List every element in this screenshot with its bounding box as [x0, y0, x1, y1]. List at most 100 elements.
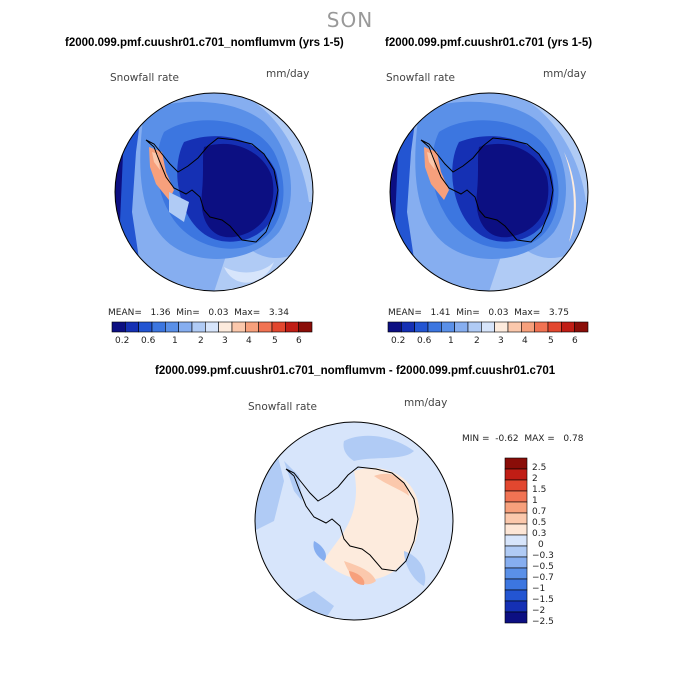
panel-2-mean-label: MEAN=: [388, 308, 422, 318]
panel-3-units-label: mm/day: [404, 397, 448, 409]
panel-3-colorbar-ticks: 2.5 2 1.5 1 0.7 0.5 0.3 0 −0.3 −0.5 −0.7…: [532, 458, 592, 628]
panel-3-variable-label: Snowfall rate: [248, 401, 317, 413]
colorbar-swatch: [401, 321, 415, 333]
panel-1-title: f2000.099.pmf.cuushr01.c701_nomflumvm (y…: [65, 37, 344, 49]
panel-2-max-value: 3.75: [548, 308, 569, 318]
colorbar-swatch: [507, 321, 522, 333]
colorbar-swatch: [218, 321, 233, 333]
colorbar-swatch: [454, 321, 469, 333]
panel-3-title: f2000.099.pmf.cuushr01.c701_nomflumvm - …: [155, 365, 556, 377]
colorbar-swatch: [125, 321, 139, 333]
panel-1-max-label: Max=: [234, 308, 261, 318]
panel-1-tick-6: 6: [296, 336, 302, 346]
panel-2-colorbar: [387, 321, 589, 333]
panel-2-variable-label: Snowfall rate: [386, 72, 455, 84]
colorbar-swatch: [504, 534, 528, 547]
colorbar-swatch: [504, 567, 528, 580]
colorbar-swatch: [467, 321, 482, 333]
colorbar-swatch: [504, 512, 528, 525]
colorbar-swatch: [271, 321, 286, 333]
colorbar-swatch: [151, 321, 166, 333]
colorbar-swatch: [504, 501, 528, 514]
colorbar-swatch: [521, 321, 535, 333]
panel-1-min-value: 0.03: [208, 308, 229, 318]
colorbar-swatch: [258, 321, 273, 333]
panel-3-tick-2: 2: [532, 474, 538, 484]
panel-1-tick-0.2: 0.2: [115, 336, 130, 346]
colorbar-swatch: [111, 321, 126, 333]
colorbar-swatch: [504, 611, 528, 624]
colorbar-swatch: [441, 321, 455, 333]
colorbar-swatch: [574, 321, 589, 333]
colorbar-swatch: [285, 321, 299, 333]
panel-2-max-label: Max=: [514, 308, 541, 318]
colorbar-swatch: [414, 321, 429, 333]
panel-3-tick-neg-2.5: −2.5: [532, 617, 554, 627]
panel-3-stats: MIN = -0.62 MAX = 0.78: [462, 434, 583, 444]
panel-2-title: f2000.099.pmf.cuushr01.c701 (yrs 1-5): [385, 37, 593, 49]
panel-1-colorbar-ticks: 0.2 0.6 1 2 3 4 5 6: [112, 336, 312, 348]
panel-3-max-label: MAX =: [524, 434, 555, 444]
colorbar-swatch: [504, 589, 528, 602]
panel-1-stats: MEAN= 1.36 Min= 0.03 Max= 3.34: [108, 308, 289, 318]
panel-3-tick-0: 0: [538, 540, 544, 550]
panel-3-colorbar: [504, 457, 528, 624]
colorbar-swatch: [504, 468, 528, 481]
colorbar-swatch: [504, 457, 528, 470]
panel-3-map: [254, 421, 454, 621]
panel-2-min-label: Min=: [456, 308, 480, 318]
panel-2-tick-4: 4: [522, 336, 528, 346]
panel-3-min-label: MIN =: [462, 434, 490, 444]
colorbar-swatch: [205, 321, 219, 333]
panel-2-colorbar-ticks: 0.2 0.6 1 2 3 4 5 6: [388, 336, 588, 348]
panel-3-tick-1.5: 1.5: [532, 485, 547, 495]
panel-2-units-label: mm/day: [543, 68, 587, 80]
panel-3-max-value: 0.78: [563, 434, 584, 444]
panel-2-tick-1: 1: [448, 336, 454, 346]
panel-3-tick-0.7: 0.7: [532, 507, 547, 517]
colorbar-swatch: [494, 321, 509, 333]
colorbar-swatch: [178, 321, 193, 333]
colorbar-swatch: [504, 600, 528, 613]
colorbar-swatch: [504, 545, 528, 558]
panel-2-tick-0.2: 0.2: [391, 336, 406, 346]
colorbar-swatch: [427, 321, 442, 333]
panel-1-min-label: Min=: [176, 308, 200, 318]
panel-2-tick-5: 5: [548, 336, 554, 346]
panel-1-variable-label: Snowfall rate: [110, 72, 179, 84]
panel-3-tick-neg-0.5: −0.5: [532, 562, 554, 572]
panel-2-tick-0.6: 0.6: [417, 336, 432, 346]
panel-2-stats: MEAN= 1.41 Min= 0.03 Max= 3.75: [388, 308, 569, 318]
panel-1-max-value: 3.34: [268, 308, 289, 318]
colorbar-swatch: [504, 479, 528, 492]
panel-1-mean-label: MEAN=: [108, 308, 142, 318]
panel-3-min-value: -0.62: [495, 434, 519, 444]
colorbar-swatch: [504, 490, 528, 503]
panel-3-tick-neg-0.3: −0.3: [532, 551, 554, 561]
colorbar-swatch: [534, 321, 549, 333]
colorbar-swatch: [165, 321, 179, 333]
panel-2-min-value: 0.03: [488, 308, 509, 318]
colorbar-swatch: [561, 321, 575, 333]
panel-1-tick-5: 5: [272, 336, 278, 346]
figure-title: SON: [326, 8, 374, 32]
colorbar-swatch: [231, 321, 246, 333]
panel-1-tick-2: 2: [198, 336, 204, 346]
panel-3-tick-1: 1: [532, 496, 538, 506]
colorbar-swatch: [298, 321, 313, 333]
panel-3-tick-0.3: 0.3: [532, 529, 547, 539]
colorbar-swatch: [245, 321, 259, 333]
panel-1-colorbar: [111, 321, 313, 333]
panel-3-tick-neg-0.7: −0.7: [532, 573, 554, 583]
panel-3-tick-2.5: 2.5: [532, 463, 547, 473]
panel-1-units-label: mm/day: [266, 68, 310, 80]
panel-3-tick-0.5: 0.5: [532, 518, 547, 528]
colorbar-swatch: [504, 556, 528, 569]
panel-1-tick-1: 1: [172, 336, 178, 346]
panel-1-map: [114, 92, 314, 292]
panel-1-tick-4: 4: [246, 336, 252, 346]
colorbar-swatch: [547, 321, 562, 333]
colorbar-swatch: [387, 321, 402, 333]
colorbar-swatch: [504, 523, 528, 536]
panel-1-tick-0.6: 0.6: [141, 336, 156, 346]
